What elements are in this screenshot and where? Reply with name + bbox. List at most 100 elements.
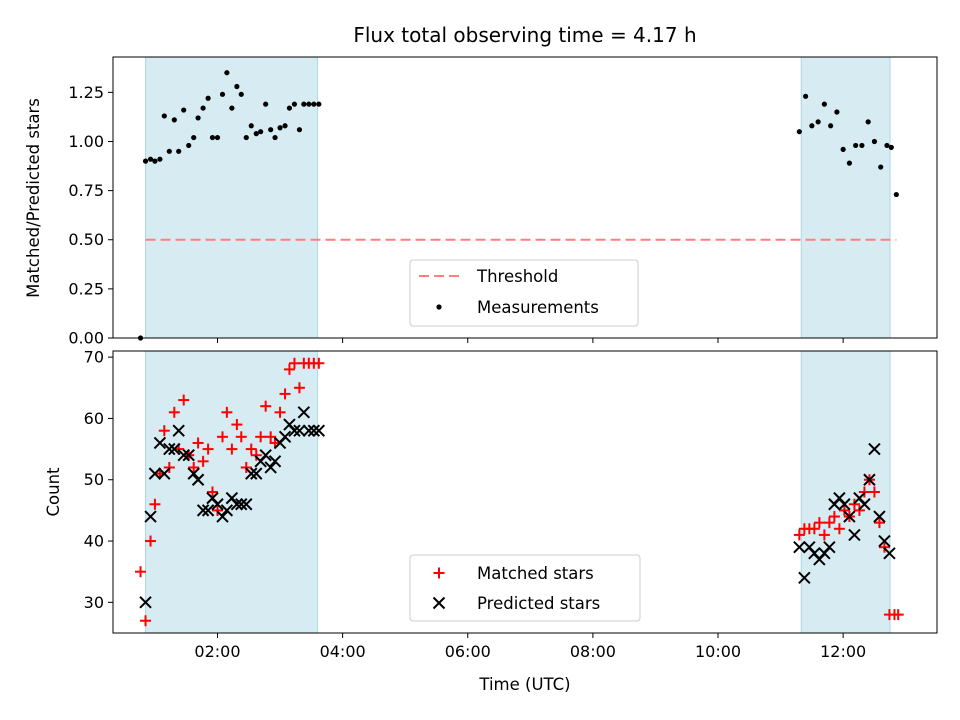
matched-star-point: [274, 406, 286, 418]
measurement-point: [809, 123, 815, 129]
matched-star-point: [240, 461, 252, 473]
matched-star-point: [188, 461, 200, 473]
predicted-star-point: [288, 424, 301, 437]
bottom-x-ticks: 02:00 04:00 06:00 08:00 10:00 12:00: [194, 633, 866, 661]
chart-title: Flux total observing time = 4.17 h: [353, 23, 696, 47]
x-stroke-b: [848, 528, 861, 542]
predicted-star-point: [230, 498, 244, 511]
legend-measurements-label: Measurements: [477, 298, 599, 317]
x-stroke-b: [191, 473, 205, 486]
x-stroke-b: [158, 467, 171, 480]
predicted-star-point: [153, 436, 167, 450]
y-tick-label: 0.25: [68, 279, 104, 298]
measurement-point: [253, 131, 259, 137]
legend-measurements-swatch: [436, 304, 442, 310]
predicted-star-point: [302, 424, 316, 437]
x-stroke-b: [288, 424, 301, 437]
measurement-point: [219, 91, 226, 97]
x-stroke-b: [225, 491, 239, 505]
x-tick-label: 02:00: [194, 642, 240, 661]
matched-star-point: [202, 443, 214, 455]
matched-star-point: [197, 455, 209, 467]
y-tick-label: 0.75: [68, 181, 104, 200]
measurement-point: [181, 107, 187, 113]
x-stroke-b: [148, 467, 162, 480]
measurement-points: [137, 70, 899, 341]
predicted-star-point: [168, 442, 181, 456]
y-tick-label: 30: [84, 593, 104, 612]
top-legend-box: [409, 259, 639, 327]
measurement-point: [815, 119, 821, 125]
matched-star-point: [221, 406, 233, 418]
matched-star-point: [868, 486, 880, 498]
matched-star-point: [853, 504, 865, 516]
matched-star-point: [231, 419, 243, 431]
x-stroke-b: [843, 510, 856, 523]
matched-star-point: [823, 517, 835, 529]
y-tick-label: 0.50: [68, 230, 104, 249]
matched-star-point: [250, 449, 262, 461]
legend-threshold-label: Threshold: [476, 267, 558, 286]
predicted-star-point: [858, 498, 871, 511]
x-stroke-b: [153, 436, 167, 450]
predicted-star-point: [823, 540, 836, 554]
predicted-star-point: [259, 449, 272, 462]
x-stroke-b: [182, 449, 195, 462]
predicted-star-point: [220, 504, 234, 517]
measurement-point: [157, 156, 163, 162]
predicted-star-point: [196, 504, 210, 517]
measurement-point: [282, 123, 288, 129]
measurement-point: [200, 105, 206, 111]
measurement-point: [195, 115, 201, 121]
x-stroke-b: [172, 424, 185, 437]
measurement-point: [142, 158, 149, 164]
measurement-point: [865, 119, 871, 125]
x-stroke-b: [177, 449, 190, 462]
matched-star-point: [206, 486, 218, 498]
bottom-legend: Matched stars Predicted stars: [409, 554, 641, 622]
x-tick-label: 08:00: [570, 642, 616, 661]
measurement-point: [224, 70, 230, 76]
x-stroke-b: [187, 467, 200, 480]
measurement-point: [191, 134, 197, 141]
predicted-star-point: [793, 540, 806, 554]
predicted-star-point: [211, 498, 224, 511]
legend-predicted-swatch: [432, 596, 446, 610]
x-stroke-b: [878, 534, 891, 548]
predicted-star-point: [177, 449, 190, 462]
shaded-interval-1: [145, 57, 318, 338]
x-stroke-b: [808, 547, 821, 560]
x-stroke-b: [235, 498, 248, 511]
matched-star-point: [838, 504, 850, 516]
x-stroke-b: [853, 491, 866, 505]
matched-star-point: [818, 529, 830, 541]
legend-matched-label: Matched stars: [477, 564, 594, 583]
matched-star-point: [813, 517, 825, 529]
x-stroke-b: [264, 461, 277, 474]
predicted-star-point: [293, 424, 306, 437]
x-stroke-b: [196, 504, 210, 517]
matched-star-point: [265, 431, 277, 443]
matched-star-point: [279, 388, 291, 400]
x-stroke-b: [211, 498, 224, 511]
measurement-point: [152, 158, 158, 164]
predicted-star-point: [843, 510, 856, 523]
y-tick-label: 60: [84, 409, 104, 428]
predicted-star-point: [245, 467, 258, 480]
matched-star-point: [288, 357, 300, 369]
legend-matched-swatch: [433, 567, 445, 579]
x-stroke-b: [432, 596, 446, 610]
matched-star-point: [178, 394, 190, 406]
bottom-y-ticks: 30 40 50 60 70: [84, 348, 113, 612]
predicted-star-point: [235, 498, 248, 511]
measurement-point: [258, 129, 264, 135]
measurement-point: [209, 134, 216, 141]
matched-star-point: [260, 400, 272, 412]
legend-predicted-label: Predicted stars: [477, 594, 600, 613]
top-x-ticks: [216, 338, 844, 343]
predicted-star-point: [848, 528, 861, 542]
predicted-star-point: [878, 534, 891, 548]
matched-star-point: [313, 357, 325, 369]
measurement-point: [214, 134, 221, 141]
